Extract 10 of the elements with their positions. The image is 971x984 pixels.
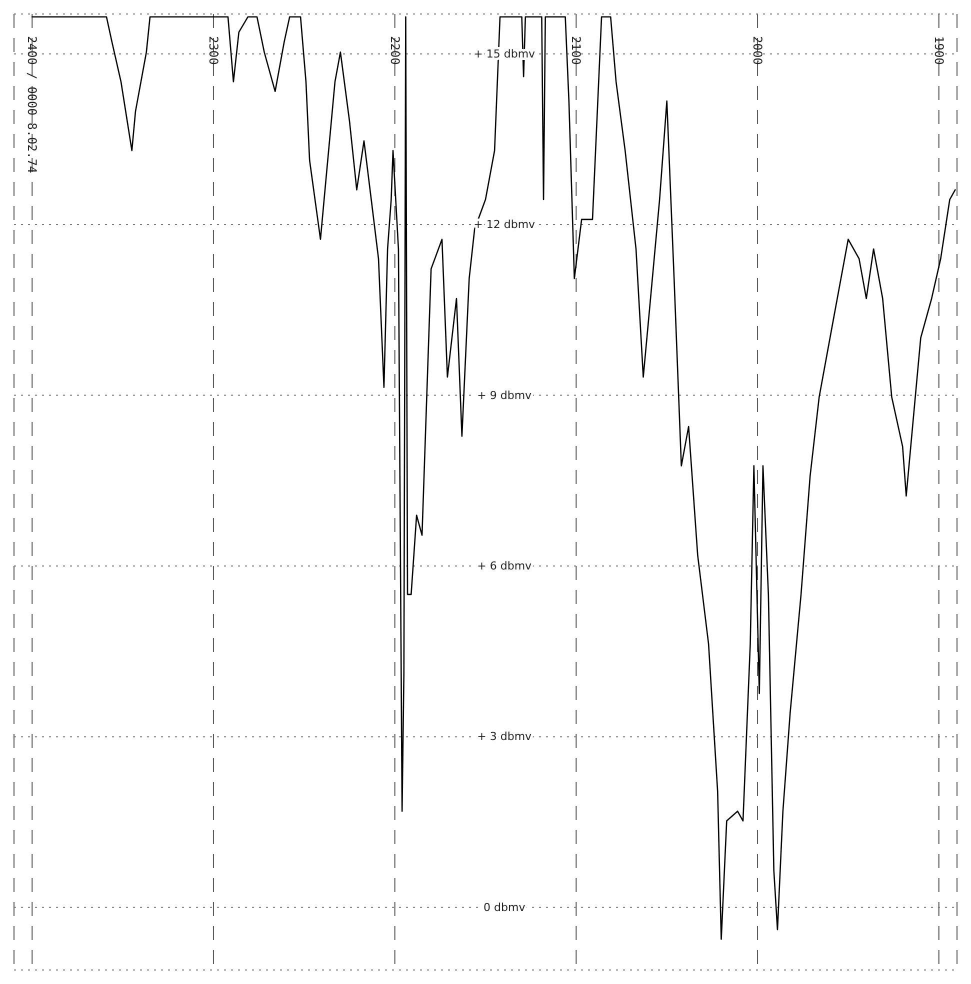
x-tick-label: 2300	[206, 36, 220, 65]
x-tick-label: 2000	[750, 36, 765, 65]
y-tick-label: 0 dbmv	[484, 900, 526, 914]
x-tick-label: 1900	[932, 36, 946, 65]
x-tick-label: 2200	[388, 36, 402, 65]
y-tick-label: + 6 dbmv	[477, 559, 532, 572]
y-tick-label: + 9 dbmv	[477, 388, 532, 402]
x-tick-label: 2400 / 0000 8.02.74	[25, 36, 40, 174]
y-tick-label: + 3 dbmv	[477, 730, 532, 744]
x-tick-label: 2100	[569, 36, 584, 65]
